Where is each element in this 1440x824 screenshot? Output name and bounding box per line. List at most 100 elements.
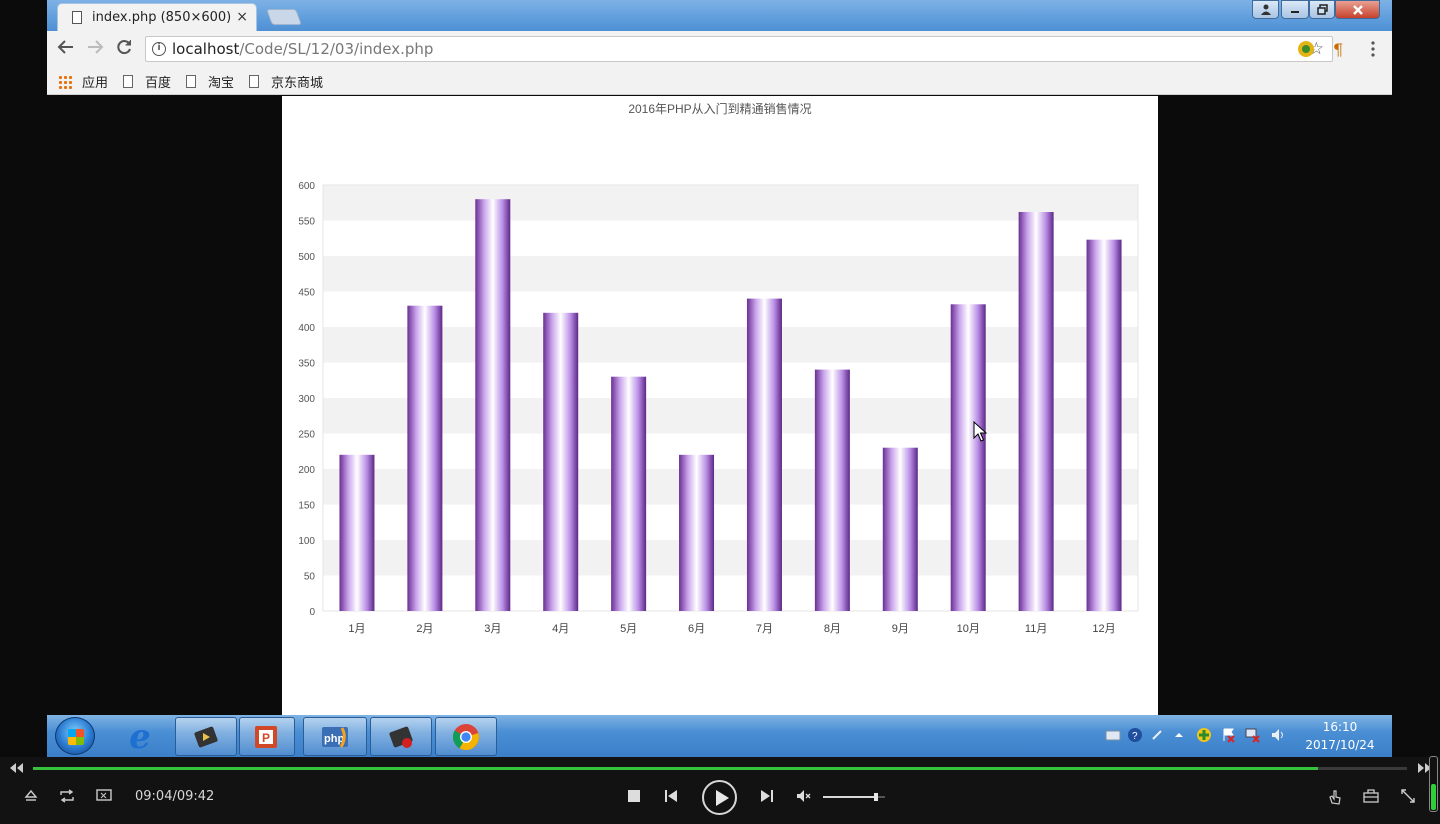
bookmark-label: 应用 [82, 76, 109, 91]
x-tick-label: 9月 [892, 623, 909, 635]
progress-bar[interactable] [33, 767, 1407, 770]
bar-5[interactable] [611, 376, 647, 611]
svg-text:php: php [324, 733, 344, 745]
bookmark-taobao[interactable]: 淘宝 [186, 72, 234, 91]
user-profile-button[interactable] [1252, 0, 1279, 19]
previous-icon[interactable] [662, 789, 680, 807]
bar-12[interactable] [1086, 239, 1122, 612]
taskbar-app-1[interactable] [175, 717, 237, 756]
chart-title: 2016年PHP从入门到精通销售情况 [628, 101, 811, 116]
title-bar: index.php (850×600) × [47, 0, 1392, 31]
screen-mode-icon[interactable] [95, 789, 113, 807]
volume-tray-icon[interactable] [1270, 727, 1286, 743]
y-tick-label: 200 [298, 465, 315, 476]
keyboard-tray-icon[interactable] [1105, 727, 1121, 743]
bookmark-star-icon[interactable]: ☆ [1308, 39, 1324, 59]
taskbar-chrome[interactable] [435, 717, 497, 756]
back-arrow-icon[interactable] [55, 38, 77, 60]
grid-band [323, 362, 1138, 398]
reload-icon[interactable] [113, 38, 135, 60]
seek-start-icon[interactable] [7, 760, 25, 778]
bar-chart: 2016年PHP从入门到精通销售情况 0 50 100 150 200 250 300 350… [298, 101, 1139, 635]
security-tray-icon[interactable] [1196, 727, 1212, 743]
speaker-icon[interactable] [795, 789, 813, 807]
y-tick-label: 500 [298, 252, 315, 263]
side-level-meter [1429, 756, 1438, 812]
x-tick-label: 5月 [620, 623, 637, 635]
taskbar-powerpoint[interactable]: P [239, 717, 295, 756]
taskbar-phpstorm[interactable]: php [303, 717, 367, 756]
bar-4[interactable] [543, 312, 579, 611]
tab-title: index.php (850×600) [92, 10, 232, 25]
help-tray-icon[interactable]: ? [1127, 727, 1143, 743]
taskbar-ie[interactable]: e [112, 717, 168, 756]
bar-3[interactable] [475, 199, 511, 611]
level-fill [1431, 784, 1436, 810]
pilcrow-extension-icon[interactable]: ¶ [1330, 40, 1348, 58]
tab-close-icon[interactable]: × [236, 9, 248, 25]
bar-1[interactable] [339, 454, 375, 611]
restore-button[interactable] [1309, 0, 1335, 19]
page-icon [123, 75, 133, 88]
seek-end-icon[interactable] [1416, 760, 1434, 778]
clock-time: 16:10 [1322, 720, 1358, 734]
hand-tool-icon[interactable] [1326, 789, 1344, 809]
pen-tray-icon[interactable] [1149, 727, 1165, 743]
toolbox-icon[interactable] [1362, 789, 1380, 807]
y-tick-label: 0 [309, 607, 315, 618]
bar-10[interactable] [950, 304, 986, 611]
play-button[interactable] [702, 780, 737, 815]
grid-band [323, 575, 1138, 611]
forward-arrow-icon[interactable] [84, 38, 106, 60]
grid-band [323, 540, 1138, 576]
svg-text:P: P [262, 731, 270, 745]
new-tab-button[interactable] [266, 9, 302, 25]
bar-8[interactable] [814, 369, 850, 611]
bookmark-apps[interactable]: 应用 [58, 72, 108, 91]
bookmark-jd[interactable]: 京东商城 [249, 72, 323, 91]
bar-6[interactable] [679, 454, 715, 611]
url-path: /Code/SL/12/03/index.php [239, 40, 434, 58]
x-tick-label: 12月 [1092, 623, 1115, 635]
extension-icon[interactable] [1297, 40, 1315, 58]
video-player-bar: 09:04/09:42 [0, 757, 1440, 824]
y-tick-label: 350 [298, 359, 315, 370]
chevron-up-icon[interactable] [1171, 727, 1187, 743]
start-button[interactable] [55, 717, 95, 755]
volume-slider[interactable] [823, 793, 885, 801]
clock-date: 2017/10/24 [1305, 738, 1375, 752]
bar-9[interactable] [882, 447, 918, 611]
action-center-flag-icon[interactable] [1221, 727, 1237, 743]
bar-2[interactable] [407, 305, 443, 611]
minimize-button[interactable] [1281, 0, 1309, 19]
apps-grid-icon [58, 74, 72, 89]
media-recorder-icon [389, 726, 413, 748]
address-bar[interactable]: i localhost/Code/SL/12/03/index.php ☆ [145, 36, 1333, 62]
close-button[interactable] [1335, 0, 1380, 19]
system-clock[interactable]: 16:10 2017/10/24 [1300, 718, 1380, 754]
eject-icon[interactable] [22, 789, 40, 807]
bar-11[interactable] [1018, 211, 1054, 611]
fullscreen-icon[interactable] [1399, 789, 1417, 807]
network-tray-icon[interactable] [1245, 727, 1261, 743]
grid-band [323, 220, 1138, 256]
y-tick-label: 450 [298, 288, 315, 299]
bookmark-label: 京东商城 [271, 76, 324, 91]
bar-7[interactable] [746, 298, 782, 611]
browser-window: index.php (850×600) × [47, 0, 1392, 96]
repeat-icon[interactable] [58, 789, 76, 807]
x-tick-label: 2月 [416, 623, 433, 635]
browser-tab[interactable]: index.php (850×600) × [57, 3, 257, 31]
bookmark-baidu[interactable]: 百度 [123, 72, 171, 91]
grid-band [323, 256, 1138, 292]
menu-dots-icon[interactable] [1364, 40, 1382, 58]
svg-text:¶: ¶ [1333, 40, 1343, 58]
grid-band [323, 433, 1138, 469]
next-icon[interactable] [758, 789, 776, 807]
site-info-icon[interactable]: i [152, 42, 166, 56]
stop-icon[interactable] [625, 789, 643, 807]
taskbar-app-2[interactable] [370, 717, 432, 756]
y-tick-label: 100 [298, 536, 315, 547]
volume-knob[interactable] [873, 793, 878, 801]
